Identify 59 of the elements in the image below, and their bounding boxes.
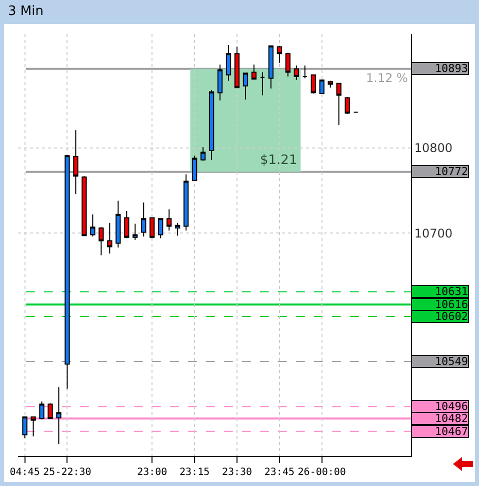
ref-line-label: 10893 bbox=[434, 62, 468, 75]
candlestick bbox=[141, 202, 146, 237]
candlestick bbox=[183, 174, 189, 232]
candlestick bbox=[150, 217, 155, 239]
x-tick-label: 23:30 bbox=[222, 467, 252, 478]
candlestick bbox=[73, 130, 78, 194]
candlestick bbox=[56, 386, 62, 445]
x-tick-label: 23:00 bbox=[137, 467, 168, 478]
candlestick bbox=[344, 96, 350, 114]
candlestick bbox=[22, 416, 28, 439]
candlestick bbox=[116, 200, 121, 248]
candlestick bbox=[175, 222, 180, 236]
candlestick bbox=[107, 222, 112, 254]
ref-line-label: 10772 bbox=[434, 165, 468, 178]
x-tick-label: 04:45 bbox=[10, 467, 40, 478]
ref-line-label: 10616 bbox=[434, 298, 468, 311]
ref-line-label: 10482 bbox=[434, 412, 468, 425]
candlestick bbox=[166, 208, 172, 232]
candlestick bbox=[226, 44, 232, 82]
x-tick-label: 23:15 bbox=[179, 467, 210, 478]
candlestick bbox=[302, 64, 308, 79]
candlestick bbox=[48, 402, 53, 420]
candlestick bbox=[30, 416, 36, 437]
y-tick-label: 10800 bbox=[414, 141, 453, 156]
x-tick-label: 25-22:30 bbox=[43, 467, 92, 478]
candlestick bbox=[158, 218, 164, 239]
candlestick bbox=[319, 79, 324, 94]
x-tick-label: 26-00:00 bbox=[298, 467, 346, 478]
candlestick bbox=[124, 210, 130, 239]
ref-line-label: 10631 bbox=[434, 285, 468, 298]
candlestick bbox=[132, 223, 138, 240]
candlestick bbox=[276, 45, 282, 64]
ref-line-label: 10467 bbox=[434, 425, 468, 438]
candlestick bbox=[310, 74, 316, 94]
candlestick bbox=[208, 90, 214, 160]
candlestick bbox=[336, 82, 342, 126]
candlestick bbox=[39, 401, 44, 420]
ref-line-label: 10549 bbox=[434, 355, 468, 368]
text: 1.12 % bbox=[366, 71, 408, 85]
candlestick bbox=[268, 45, 274, 89]
candlestick bbox=[242, 72, 248, 100]
candlestick bbox=[285, 52, 290, 78]
chart-title: 3 Min bbox=[8, 4, 44, 19]
candlestick bbox=[234, 46, 240, 88]
candlestick bbox=[217, 64, 223, 101]
ref-line-label: 10602 bbox=[434, 310, 468, 323]
band-label: $1.21 bbox=[260, 153, 298, 168]
x-tick-label: 23:45 bbox=[264, 467, 294, 478]
candlestick bbox=[260, 72, 266, 96]
y-tick-label: 10700 bbox=[414, 226, 453, 240]
candlestick bbox=[294, 64, 299, 80]
candlestick bbox=[82, 176, 87, 236]
candlestick bbox=[200, 146, 206, 162]
candlestick bbox=[90, 214, 96, 237]
ref-line-label: 10496 bbox=[434, 400, 468, 413]
candlestick bbox=[192, 155, 198, 181]
candlestick bbox=[328, 80, 333, 88]
candlestick bbox=[251, 64, 257, 80]
candlestick bbox=[98, 226, 104, 256]
